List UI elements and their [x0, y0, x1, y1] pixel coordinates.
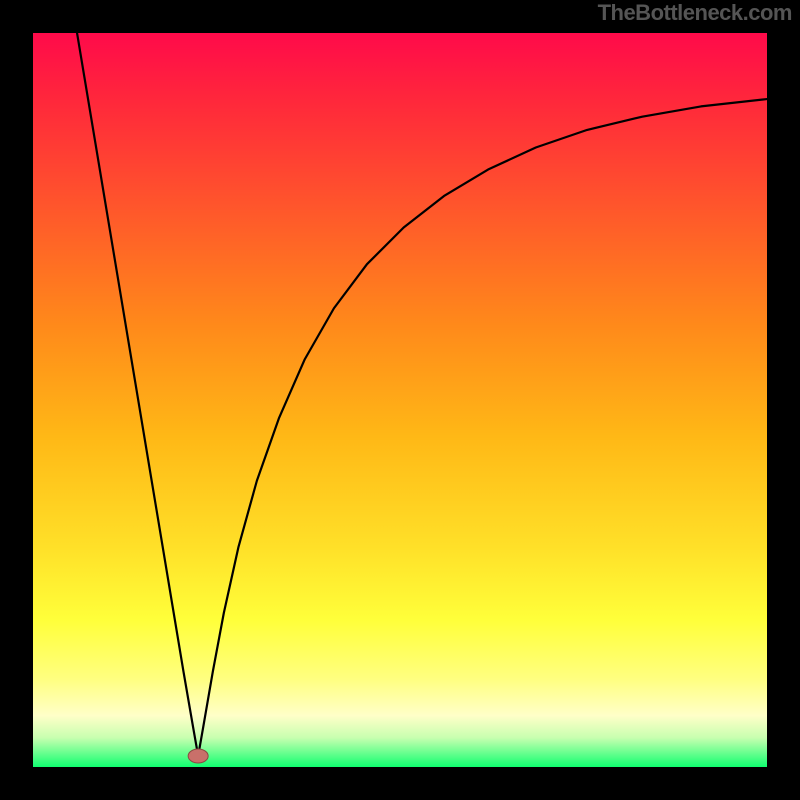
- figure-root: TheBottleneck.com: [0, 0, 800, 800]
- gradient-background: [33, 33, 767, 767]
- watermark-text: TheBottleneck.com: [598, 0, 792, 26]
- bottleneck-chart: [33, 33, 767, 767]
- plot-area: [33, 33, 767, 767]
- optimal-point-marker: [188, 749, 208, 763]
